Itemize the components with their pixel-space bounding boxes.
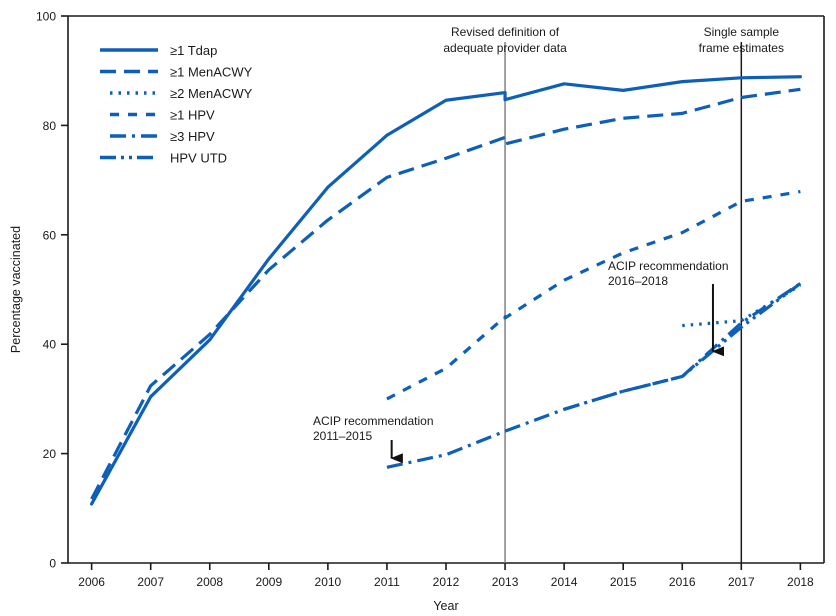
y-tick-label: 60 [43, 228, 57, 242]
x-tick-label: 2010 [315, 575, 342, 589]
x-tick-label: 2012 [433, 575, 460, 589]
y-tick-label: 80 [43, 119, 57, 133]
acip-2016-2018-label-line1: ACIP recommendation [608, 259, 729, 273]
legend-label-5: HPV UTD [170, 151, 227, 166]
y-tick-label: 100 [36, 10, 56, 24]
acip-2011-2015-label-line1: ACIP recommendation [313, 414, 434, 428]
x-tick-label: 2011 [374, 575, 400, 589]
y-tick-label: 0 [49, 557, 56, 571]
legend-label-1: ≥1 MenACWY [170, 65, 253, 80]
revised-definition-label-line1: Revised definition of [451, 25, 560, 39]
series-line-5 [563, 282, 802, 411]
x-axis-title: Year [433, 599, 458, 613]
x-tick-label: 2009 [255, 575, 282, 589]
single-sample-label-line1: Single sample [704, 25, 780, 39]
x-tick-label: 2017 [728, 575, 755, 589]
x-tick-label: 2006 [78, 575, 105, 589]
series-line-4 [386, 282, 802, 469]
x-tick-label: 2015 [610, 575, 637, 589]
acip-2011-2015-label-line2: 2011–2015 [313, 429, 373, 443]
series-line-3 [386, 190, 801, 401]
x-tick-label: 2018 [787, 575, 814, 589]
revised-definition-label-line2: adequate provider data [443, 41, 567, 55]
acip-2016-2018-label-line2: 2016–2018 [608, 274, 668, 288]
x-tick-label: 2016 [669, 575, 696, 589]
x-tick-label: 2007 [137, 575, 164, 589]
x-tick-label: 2014 [551, 575, 578, 589]
y-tick-label: 20 [43, 447, 57, 461]
y-axis-title: Percentage vaccinated [9, 226, 23, 353]
legend-label-2: ≥2 MenACWY [170, 86, 253, 101]
legend-label-0: ≥1 Tdap [170, 43, 217, 58]
x-tick-label: 2013 [492, 575, 519, 589]
series-line-0 [90, 75, 802, 506]
single-sample-label-line2: frame estimates [699, 41, 784, 55]
series-line-1 [90, 87, 801, 500]
legend-label-4: ≥3 HPV [170, 129, 215, 144]
legend-label-3: ≥1 HPV [170, 108, 215, 123]
x-tick-label: 2008 [196, 575, 223, 589]
y-tick-label: 40 [43, 338, 57, 352]
